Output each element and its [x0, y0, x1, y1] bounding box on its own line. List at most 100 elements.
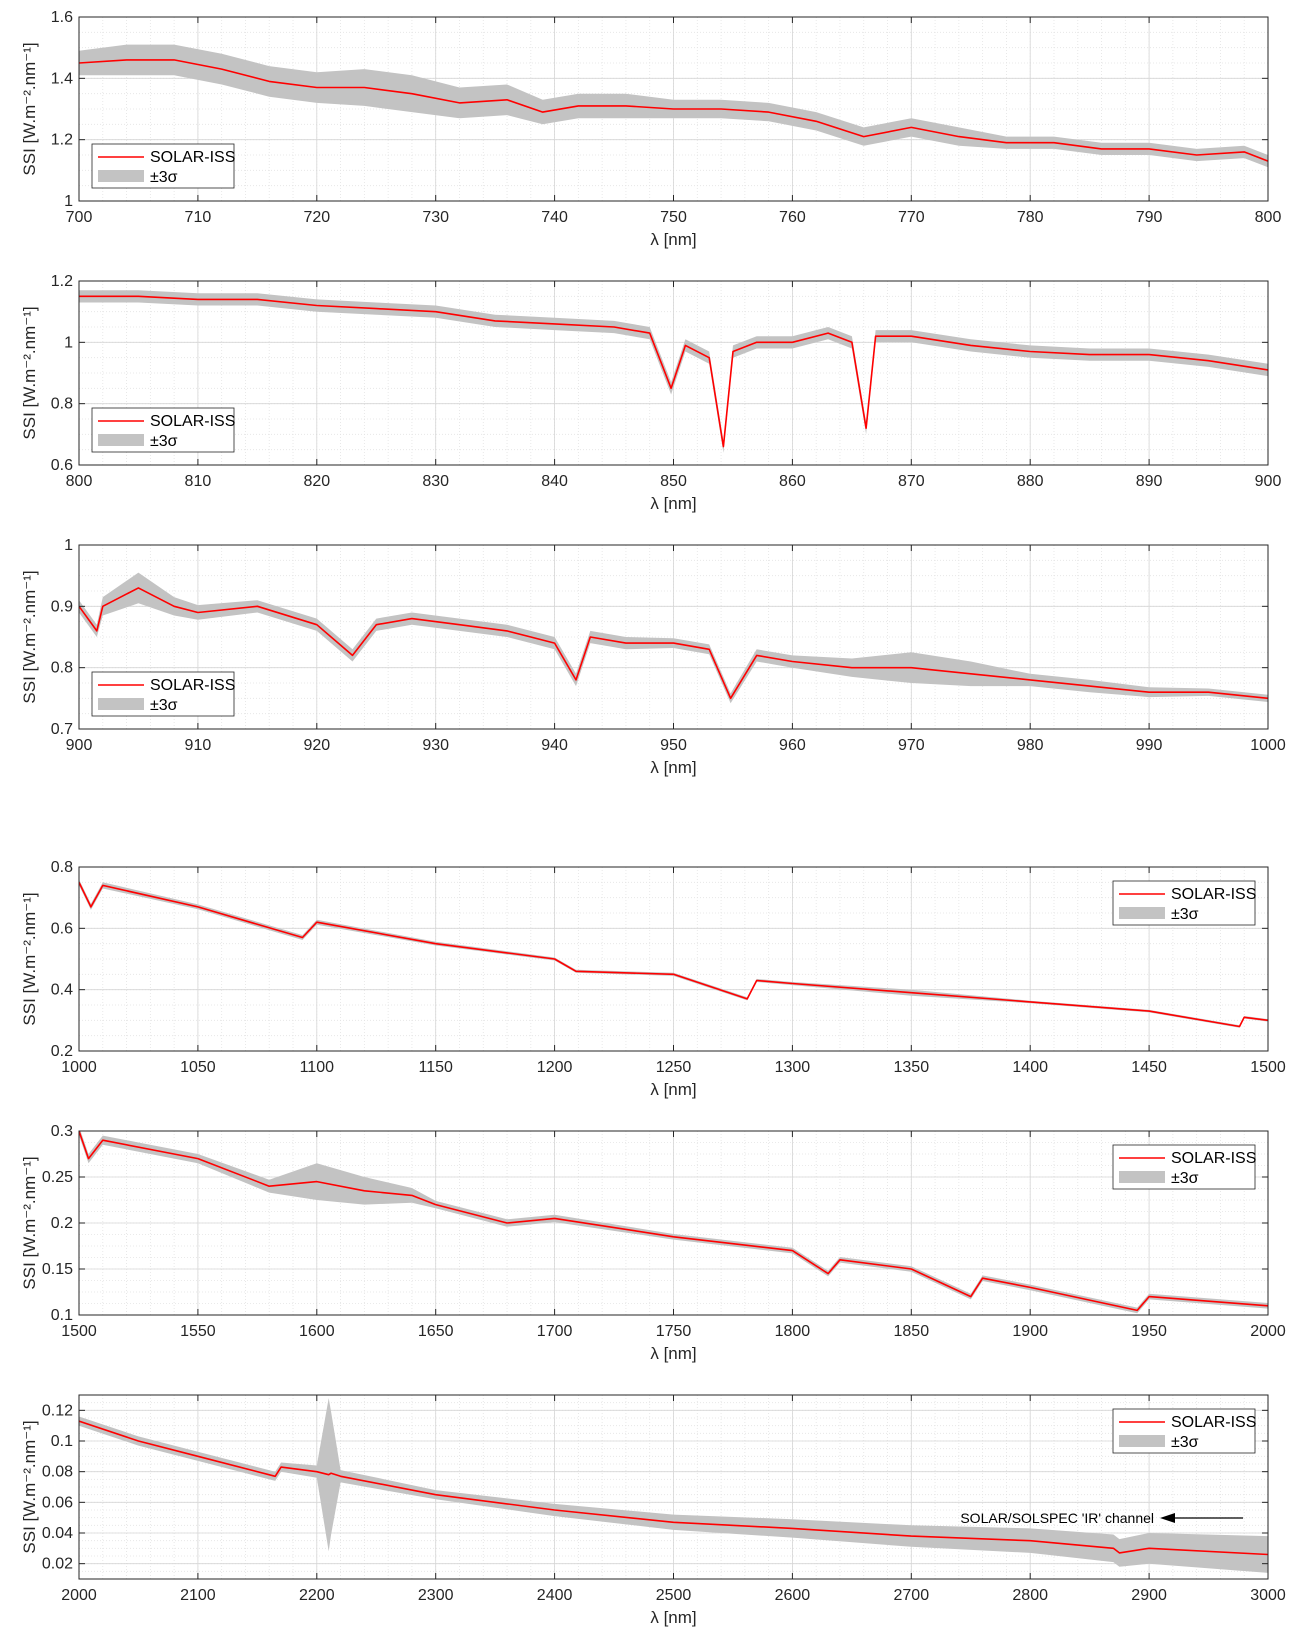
x-tick-label: 2600 [775, 1587, 811, 1604]
x-tick-label: 750 [660, 209, 687, 226]
legend: SOLAR-ISS ±3σ [91, 671, 235, 717]
x-tick-label: 980 [1017, 737, 1044, 754]
uncertainty-band [79, 572, 1268, 704]
x-tick-label: 920 [303, 737, 330, 754]
y-tick-label: 0.08 [42, 1464, 73, 1481]
legend: SOLAR-ISS ±3σ [1112, 880, 1256, 926]
legend-band-swatch [1119, 1435, 1165, 1447]
x-tick-label: 1050 [180, 1059, 216, 1076]
chart-panel-6: 2000 2100 2200 2300 2400 2500 2600 2700 2800 2900… [20, 1394, 1286, 1627]
chart-panel-1: 700 710 720 730 740 750 760 770 780 790 800 1 1.2 1.4… [20, 9, 1281, 249]
annotation-arrow-head [1160, 1513, 1175, 1523]
x-tick-label: 1000 [61, 1059, 97, 1076]
x-tick-label: 1750 [656, 1323, 692, 1340]
y-axis-label: SSI [W.m⁻².nm⁻¹] [20, 306, 39, 439]
legend: SOLAR-ISS ±3σ [91, 143, 235, 189]
x-tick-label: 970 [898, 737, 925, 754]
x-tick-label: 700 [66, 209, 93, 226]
y-tick-label: 1 [64, 193, 73, 210]
x-tick-label: 770 [898, 209, 925, 226]
x-axis-label: λ [nm] [650, 494, 696, 513]
x-tick-label: 880 [1017, 473, 1044, 490]
legend-label-series: SOLAR-ISS [150, 413, 235, 430]
y-tick-label: 0.8 [51, 396, 73, 413]
x-tick-label: 820 [303, 473, 330, 490]
annotation: SOLAR/SOLSPEC 'IR' channel [960, 1510, 1243, 1526]
series-line [79, 59, 1268, 162]
grid [78, 544, 1269, 730]
legend-label-series: SOLAR-ISS [1171, 1150, 1256, 1167]
x-axis-label: λ [nm] [650, 1344, 696, 1363]
x-tick-label: 890 [1136, 473, 1163, 490]
x-tick-label: 2800 [1012, 1587, 1048, 1604]
x-tick-label: 860 [779, 473, 806, 490]
x-tick-label: 730 [422, 209, 449, 226]
y-tick-label: 0.2 [51, 1215, 73, 1232]
x-tick-label: 2000 [1250, 1323, 1286, 1340]
x-tick-label: 900 [1255, 473, 1282, 490]
x-tick-label: 1500 [61, 1323, 97, 1340]
y-tick-label: 0.12 [42, 1402, 73, 1419]
uncertainty-band [79, 44, 1268, 168]
y-tick-label: 0.04 [42, 1525, 73, 1542]
grid [78, 1130, 1269, 1316]
x-tick-label: 2200 [299, 1587, 335, 1604]
x-tick-label: 2500 [656, 1587, 692, 1604]
legend-band-swatch [98, 698, 144, 710]
annotation-text: SOLAR/SOLSPEC 'IR' channel [960, 1510, 1154, 1526]
x-tick-label: 840 [541, 473, 568, 490]
x-tick-label: 940 [541, 737, 568, 754]
legend-label-band: ±3σ [1171, 906, 1199, 923]
y-tick-label: 0.2 [51, 1043, 73, 1060]
x-tick-label: 2900 [1131, 1587, 1167, 1604]
chart-panel-3: 900 910 920 930 940 950 960 970 980 990 1000 0.7 0.8… [20, 537, 1286, 777]
x-tick-label: 2000 [61, 1587, 97, 1604]
x-tick-label: 720 [303, 209, 330, 226]
x-tick-label: 810 [185, 473, 212, 490]
y-tick-label: 1.2 [51, 132, 73, 149]
y-tick-label: 0.1 [51, 1307, 73, 1324]
y-tick-label: 0.1 [51, 1433, 73, 1450]
x-tick-label: 1500 [1250, 1059, 1286, 1076]
x-tick-label: 1950 [1131, 1323, 1167, 1340]
y-tick-label: 0.4 [51, 982, 73, 999]
x-tick-label: 710 [185, 209, 212, 226]
series-line [79, 1131, 1268, 1312]
x-tick-label: 2400 [537, 1587, 573, 1604]
y-tick-label: 1.4 [51, 70, 73, 87]
x-tick-label: 990 [1136, 737, 1163, 754]
x-tick-label: 950 [660, 737, 687, 754]
x-tick-label: 1300 [775, 1059, 811, 1076]
y-axis-label: SSI [W.m⁻².nm⁻¹] [20, 1420, 39, 1553]
x-axis-label: λ [nm] [650, 1080, 696, 1099]
x-tick-label: 1450 [1131, 1059, 1167, 1076]
x-tick-label: 800 [1255, 209, 1282, 226]
y-tick-label: 1 [64, 334, 73, 351]
legend-label-band: ±3σ [1171, 1170, 1199, 1187]
legend: SOLAR-ISS ±3σ [91, 407, 235, 453]
y-axis-label: SSI [W.m⁻².nm⁻¹] [20, 892, 39, 1025]
y-tick-label: 0.6 [51, 920, 73, 937]
x-tick-label: 1250 [656, 1059, 692, 1076]
x-tick-label: 2700 [894, 1587, 930, 1604]
grid [78, 866, 1269, 1052]
legend-label-series: SOLAR-ISS [150, 149, 235, 166]
legend-label-series: SOLAR-ISS [1171, 886, 1256, 903]
x-tick-label: 1400 [1012, 1059, 1048, 1076]
chart-panel-5: 1500 1550 1600 1650 1700 1750 1800 1850 1900 1950… [20, 1123, 1286, 1363]
y-tick-label: 0.8 [51, 859, 73, 876]
legend: SOLAR-ISS ±3σ [1112, 1408, 1256, 1454]
y-axis-label: SSI [W.m⁻².nm⁻¹] [20, 1156, 39, 1289]
x-tick-label: 760 [779, 209, 806, 226]
x-tick-label: 740 [541, 209, 568, 226]
chart-panel-4: 1000 1050 1100 1150 1200 1250 1300 1350 1400 1450… [20, 859, 1286, 1099]
x-tick-label: 1900 [1012, 1323, 1048, 1340]
y-axis-label: SSI [W.m⁻².nm⁻¹] [20, 42, 39, 175]
x-tick-label: 960 [779, 737, 806, 754]
series-line [79, 587, 1268, 700]
x-tick-label: 1100 [300, 1059, 335, 1076]
x-tick-label: 1000 [1250, 737, 1286, 754]
y-tick-label: 0.15 [42, 1261, 73, 1278]
